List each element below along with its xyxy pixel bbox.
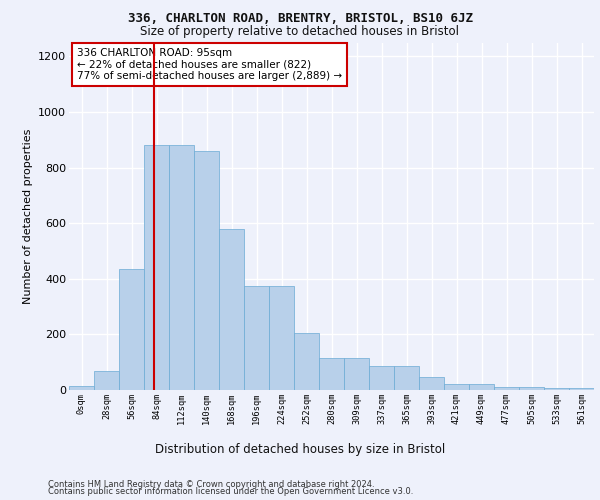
Bar <box>219 230 244 390</box>
Bar <box>544 388 569 390</box>
Bar <box>169 146 194 390</box>
Bar <box>294 333 319 390</box>
Bar <box>444 384 469 390</box>
Bar <box>269 286 294 390</box>
Bar <box>94 372 119 390</box>
Bar <box>494 386 519 390</box>
Bar <box>569 388 594 390</box>
Text: Size of property relative to detached houses in Bristol: Size of property relative to detached ho… <box>140 25 460 38</box>
Bar <box>194 151 219 390</box>
Text: 336 CHARLTON ROAD: 95sqm
← 22% of detached houses are smaller (822)
77% of semi-: 336 CHARLTON ROAD: 95sqm ← 22% of detach… <box>77 48 342 81</box>
Bar <box>69 386 94 390</box>
Bar <box>394 366 419 390</box>
Bar <box>244 286 269 390</box>
Bar <box>319 358 344 390</box>
Bar <box>469 384 494 390</box>
Bar <box>344 358 369 390</box>
Bar <box>519 386 544 390</box>
Bar <box>144 146 169 390</box>
Text: 336, CHARLTON ROAD, BRENTRY, BRISTOL, BS10 6JZ: 336, CHARLTON ROAD, BRENTRY, BRISTOL, BS… <box>128 12 473 26</box>
Text: Contains HM Land Registry data © Crown copyright and database right 2024.: Contains HM Land Registry data © Crown c… <box>48 480 374 489</box>
Bar <box>419 378 444 390</box>
Bar <box>369 366 394 390</box>
Bar <box>119 268 144 390</box>
Text: Distribution of detached houses by size in Bristol: Distribution of detached houses by size … <box>155 442 445 456</box>
Y-axis label: Number of detached properties: Number of detached properties <box>23 128 32 304</box>
Text: Contains public sector information licensed under the Open Government Licence v3: Contains public sector information licen… <box>48 487 413 496</box>
